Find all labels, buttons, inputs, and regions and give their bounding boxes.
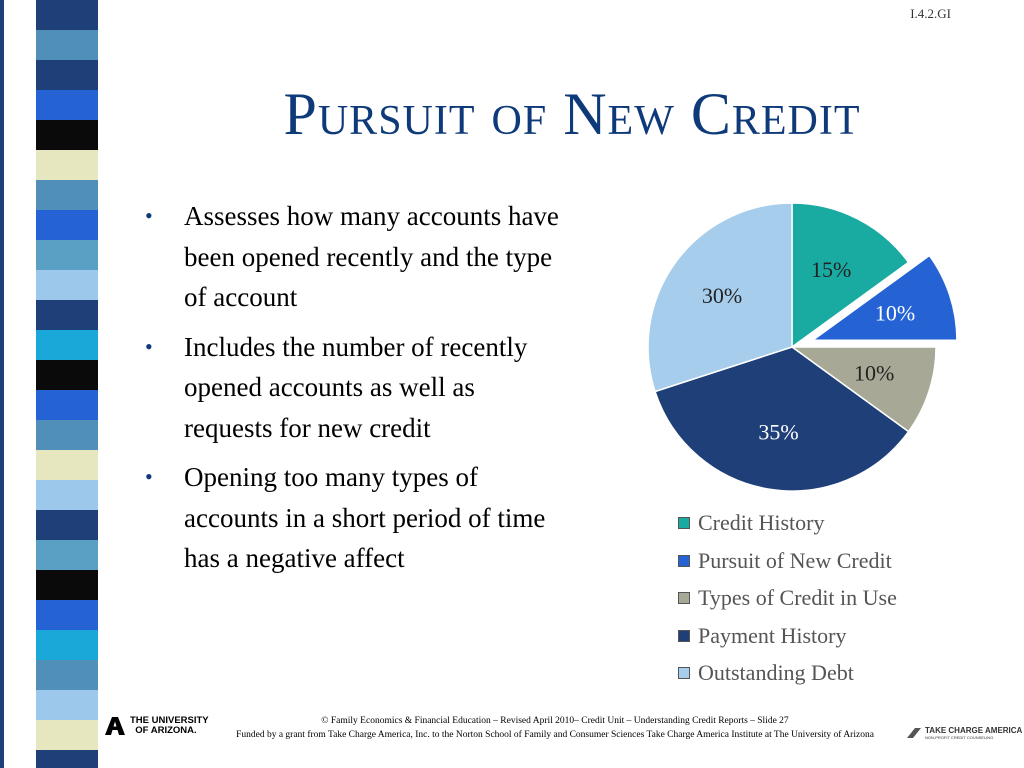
legend-label: Credit History xyxy=(698,510,825,535)
strip-block xyxy=(36,300,98,330)
legend-swatch xyxy=(678,667,690,679)
strip-block xyxy=(36,390,98,420)
bullet-item: • Assesses how many accounts have been op… xyxy=(145,196,565,318)
take-charge-logo-text: TAKE CHARGE AMERICA NON-PROFIT CREDIT COU… xyxy=(925,726,1023,740)
pie-data-label: 10% xyxy=(854,361,894,386)
strip-block xyxy=(36,120,98,150)
strip-block xyxy=(36,330,98,360)
chart-legend: Credit History Pursuit of New Credit Typ… xyxy=(678,510,897,698)
strip-block xyxy=(36,510,98,540)
bullet-item: • Includes the number of recently opened … xyxy=(145,327,565,449)
bullet-text: Assesses how many accounts have been ope… xyxy=(184,201,559,312)
legend-item: Payment History xyxy=(678,623,897,661)
strip-block xyxy=(36,480,98,510)
take-charge-logo: TAKE CHARGE AMERICA NON-PROFIT CREDIT COU… xyxy=(906,726,1022,740)
bullet-text: Includes the number of recently opened a… xyxy=(184,331,528,443)
legend-item: Outstanding Debt xyxy=(678,660,897,698)
strip-block xyxy=(36,720,98,750)
strip-block xyxy=(36,630,98,660)
legend-swatch xyxy=(678,554,690,567)
footer-funding: Funded by a grant from Take Charge Ameri… xyxy=(236,730,874,740)
legend-swatch xyxy=(678,592,690,604)
legend-label: Outstanding Debt xyxy=(698,660,854,685)
strip-block xyxy=(36,450,98,480)
pie-slice xyxy=(789,346,937,433)
pie-data-label: 30% xyxy=(702,283,742,308)
block-a-icon xyxy=(105,717,125,735)
strip-block xyxy=(36,360,98,390)
strip-block xyxy=(36,30,98,60)
footer: © Family Economics & Financial Education… xyxy=(190,714,920,742)
university-logo-text: THE UNIVERSITY OF ARIZONA. xyxy=(130,715,209,736)
strip-block xyxy=(36,180,98,210)
legend-swatch xyxy=(678,517,690,529)
strip-block xyxy=(36,570,98,600)
footer-copyright: © Family Economics & Financial Education… xyxy=(321,716,789,726)
bullet-dot-icon: • xyxy=(145,203,153,228)
strip-block xyxy=(36,90,98,120)
bullet-item: • Opening too many types of accounts in a… xyxy=(145,457,565,579)
take-charge-swoosh-icon xyxy=(907,728,921,738)
university-logo: THE UNIVERSITY OF ARIZONA. xyxy=(104,716,209,736)
slide-title: Pursuit of New Credit xyxy=(283,81,861,147)
strip-block xyxy=(36,540,98,570)
legend-item: Types of Credit in Use xyxy=(678,585,897,623)
strip-block xyxy=(36,150,98,180)
pie-chart: 15% 10% 10% 35% 30% xyxy=(647,202,958,492)
decorative-color-strip xyxy=(0,0,98,768)
bullet-list: • Assesses how many accounts have been op… xyxy=(145,196,565,588)
bullet-dot-icon: • xyxy=(145,464,153,489)
legend-item: Credit History xyxy=(678,510,897,548)
bullet-text: Opening too many types of accounts in a … xyxy=(184,462,546,573)
pie-data-label: 10% xyxy=(875,301,915,326)
pie-data-label: 15% xyxy=(811,257,851,282)
strip-block xyxy=(36,750,98,768)
strip-edge xyxy=(0,0,4,768)
legend-label: Pursuit of New Credit xyxy=(698,547,892,573)
strip-block xyxy=(36,210,98,240)
pie-slice xyxy=(791,202,910,349)
pie-slice xyxy=(810,254,958,341)
strip-block xyxy=(36,270,98,300)
strip-block xyxy=(36,660,98,690)
strip-block xyxy=(36,420,98,450)
legend-item: Pursuit of New Credit xyxy=(678,548,897,586)
strip-block xyxy=(36,690,98,720)
pie-slice xyxy=(647,202,793,393)
strip-block xyxy=(36,240,98,270)
slide-code: I.4.2.GI xyxy=(910,6,951,21)
bullet-dot-icon: • xyxy=(145,333,153,359)
legend-swatch xyxy=(678,629,690,642)
legend-label: Payment History xyxy=(698,622,847,648)
strip-block xyxy=(36,0,98,30)
strip-block xyxy=(36,60,98,90)
pie-slice xyxy=(654,346,910,492)
pie-data-label: 35% xyxy=(758,419,798,444)
strip-block xyxy=(36,600,98,630)
legend-label: Types of Credit in Use xyxy=(698,585,897,610)
